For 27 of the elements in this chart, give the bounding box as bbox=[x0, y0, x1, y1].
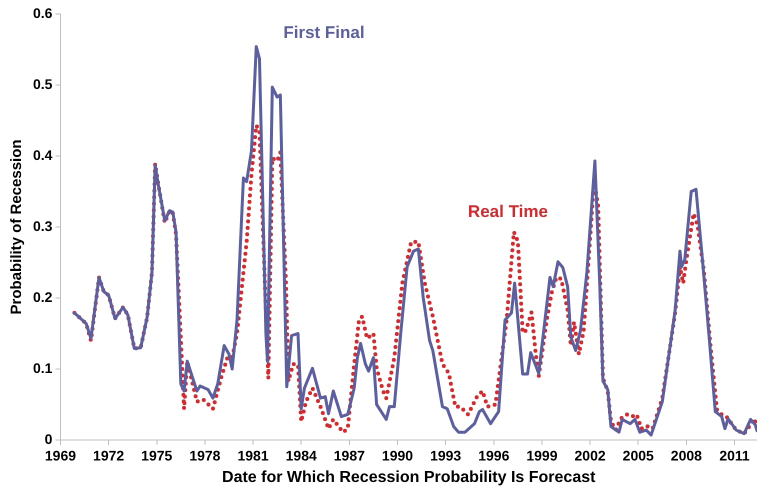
y-tick-label: 0.3 bbox=[32, 218, 53, 234]
y-tick-label: 0 bbox=[44, 430, 53, 447]
series-label: First Final bbox=[283, 22, 365, 42]
x-tick-label: 2008 bbox=[670, 447, 702, 464]
x-tick-label: 1981 bbox=[237, 447, 269, 464]
series-label: Real Time bbox=[468, 202, 548, 221]
x-tick-label: 1996 bbox=[478, 447, 510, 464]
x-tick-label: 1990 bbox=[382, 447, 414, 464]
y-tick-label: 0.1 bbox=[32, 360, 53, 376]
x-tick-label: 2005 bbox=[622, 447, 654, 464]
y-tick-label: 0.2 bbox=[32, 288, 53, 305]
x-tick-label: 1978 bbox=[189, 447, 221, 464]
y-tick-label: 0.5 bbox=[32, 76, 53, 92]
x-tick-label: 1975 bbox=[141, 447, 173, 464]
y-tick-label: 0.6 bbox=[32, 4, 53, 21]
x-tick-label: 1987 bbox=[334, 447, 366, 464]
line-series bbox=[72, 123, 757, 436]
y-axis-title: Probability of Recession bbox=[8, 139, 26, 315]
x-tick-label: 1984 bbox=[286, 447, 317, 464]
x-tick-label: 2011 bbox=[719, 447, 750, 464]
x-tick-label: 1969 bbox=[44, 447, 76, 464]
x-tick-label: 2002 bbox=[574, 447, 606, 464]
x-axis-title: Date for Which Recession Probability Is Forecast bbox=[222, 468, 596, 486]
x-tick-label: 1993 bbox=[430, 447, 462, 464]
x-tick-label: 1999 bbox=[526, 447, 558, 464]
y-tick-label: 0.4 bbox=[32, 146, 53, 163]
x-tick-label: 1972 bbox=[93, 447, 124, 464]
